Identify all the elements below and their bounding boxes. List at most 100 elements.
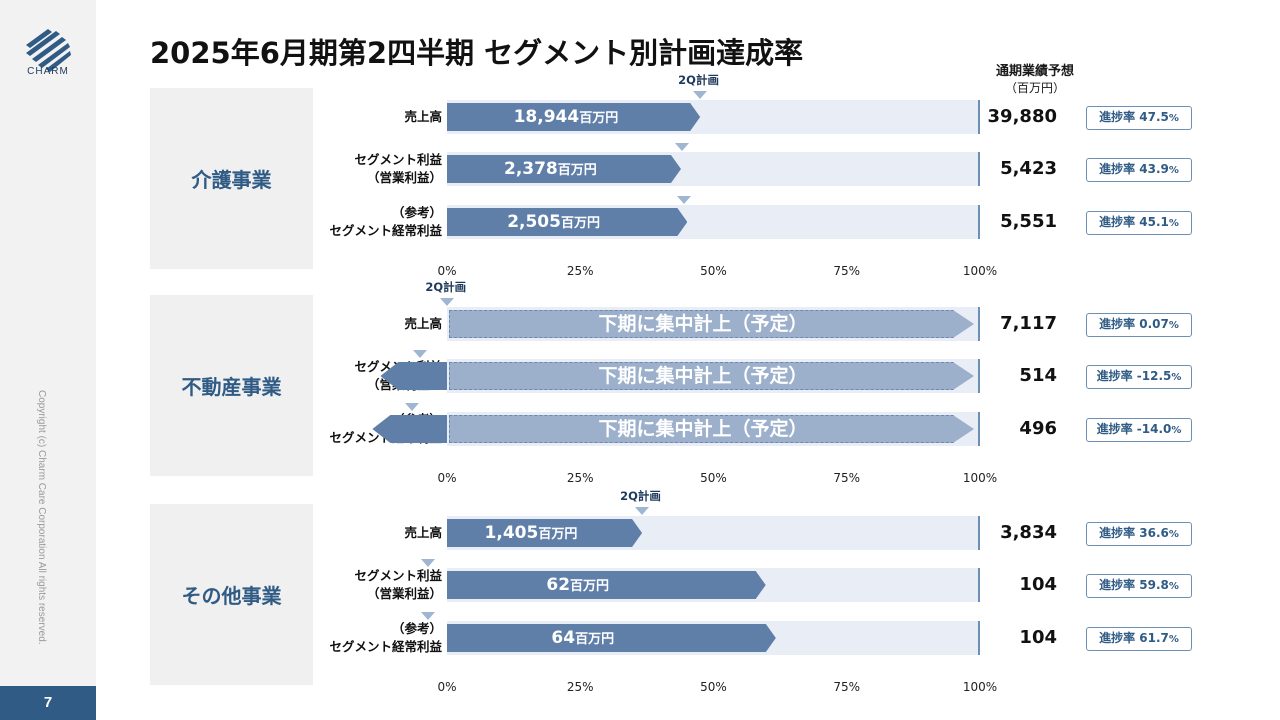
row-label-line: 売上高 (404, 316, 442, 331)
axis-tick-label: 25% (566, 680, 594, 694)
plan-marker-label: 2Q計画 (425, 280, 467, 294)
forecast-value: 104 (1019, 627, 1057, 648)
progress-percent-sign: % (1168, 165, 1179, 176)
row-label-line: セグメント経常利益 (329, 639, 442, 654)
actual-value: 64 (551, 628, 576, 648)
bar-track: 下期に集中計上（予定） (447, 359, 980, 393)
row-label: 売上高 (262, 315, 442, 333)
bar-track: 下期に集中計上（予定） (447, 307, 980, 341)
axis-tick-label: 100% (962, 471, 998, 485)
axis-tick-label: 0% (437, 471, 457, 485)
actual-value-label: 2,505百万円 (507, 205, 600, 239)
axis-tick-label: 0% (437, 264, 457, 278)
plan-marker-icon (635, 507, 650, 515)
row-label-line: セグメント利益 (354, 568, 442, 583)
bar-track: 2,505百万円 (447, 205, 980, 239)
page-title: 2025年6月期第2四半期 セグメント別計画達成率 (150, 36, 804, 70)
forecast-value: 5,423 (1000, 158, 1057, 179)
bar-track: 64百万円 (447, 621, 980, 655)
actual-bar (447, 624, 776, 652)
axis-tick-label: 100% (962, 264, 998, 278)
plan-marker-icon (677, 196, 692, 204)
forecast-value: 3,834 (1000, 522, 1057, 543)
plan-marker-icon (421, 559, 436, 567)
deferred-label: 下期に集中計上（予定） (598, 313, 808, 335)
actual-unit: 百万円 (570, 579, 610, 594)
charm-logo-icon (26, 29, 71, 72)
forecast-value: 5,551 (1000, 211, 1057, 232)
axis-tick-label: 50% (700, 680, 727, 694)
progress-badge: 進捗率 36.6% (1086, 522, 1192, 546)
progress-percent-sign: % (1168, 218, 1179, 229)
actual-unit: 百万円 (560, 216, 600, 231)
actual-bar (447, 519, 642, 547)
row-label: 売上高 (262, 108, 442, 126)
bar-track: 1,405百万円 (447, 516, 980, 550)
deferred-label: 下期に集中計上（予定） (598, 418, 808, 440)
actual-value: 2,378 (503, 159, 558, 179)
actual-value-label: 18,944百万円 (514, 100, 619, 134)
row-label: セグメント利益 （営業利益） (262, 151, 442, 187)
logo-text: CHARM (27, 66, 69, 77)
progress-percent-sign: % (1171, 425, 1182, 436)
progress-percent-sign: % (1168, 113, 1179, 124)
forecast-value: 104 (1019, 574, 1057, 595)
segment-label: 不動産事業 (150, 295, 313, 476)
actual-bar (372, 415, 447, 443)
progress-badge: 進捗率 0.07% (1086, 313, 1192, 337)
actual-bar (447, 571, 766, 599)
actual-bar (447, 103, 700, 131)
row-label-line: （営業利益） (366, 170, 442, 185)
actual-value-label: 1,405百万円 (485, 516, 578, 550)
bar-track: 18,944百万円 (447, 100, 980, 134)
progress-percent-sign: % (1171, 372, 1182, 383)
axis-tick-label: 25% (566, 264, 594, 278)
axis-tick-label: 50% (700, 471, 727, 485)
progress-badge: 進捗率 59.8% (1086, 574, 1192, 598)
progress-badge: 進捗率 47.5% (1086, 106, 1192, 130)
bar-track: 下期に集中計上（予定） (447, 412, 980, 446)
forecast-value: 496 (1019, 418, 1057, 439)
plan-marker-label: 2Q計画 (620, 489, 661, 503)
row-label: （参考） セグメント経常利益 (262, 204, 442, 240)
progress-value: 43.9 (1139, 162, 1169, 176)
progress-prefix: 進捗率 (1099, 110, 1140, 124)
progress-prefix: 進捗率 (1099, 631, 1140, 645)
actual-unit: 百万円 (579, 111, 619, 126)
page-number: 7 (0, 686, 96, 720)
progress-value: 59.8 (1139, 578, 1169, 592)
forecast-header-unit: （百万円） (1004, 81, 1065, 95)
actual-value-label: 64百万円 (551, 621, 614, 655)
progress-value: 0.07 (1139, 317, 1169, 331)
axis-tick-label: 25% (566, 471, 594, 485)
forecast-value: 39,880 (987, 106, 1057, 127)
row-label: 売上高 (262, 524, 442, 542)
forecast-header: 通期業績予想 （百万円） (985, 64, 1085, 96)
row-label: セグメント利益 （営業利益） (262, 567, 442, 603)
axis-tick-label: 50% (700, 264, 727, 278)
row-label-line: セグメント経常利益 (329, 223, 442, 238)
progress-percent-sign: % (1168, 581, 1179, 592)
forecast-value: 514 (1019, 365, 1057, 386)
actual-value: 18,944 (513, 107, 580, 127)
progress-percent-sign: % (1168, 320, 1179, 331)
row-label-line: セグメント利益 (354, 152, 442, 167)
row-label: （参考） セグメント経常利益 (262, 620, 442, 656)
progress-badge: 進捗率 -14.0% (1086, 418, 1192, 442)
forecast-value: 7,117 (1000, 313, 1057, 334)
row-label-line: 売上高 (404, 109, 442, 124)
bar-track: 62百万円 (447, 568, 980, 602)
bar-track: 2,378百万円 (447, 152, 980, 186)
row-label-line: （参考） (391, 621, 442, 636)
actual-bar (447, 155, 681, 183)
plan-marker-icon (421, 612, 436, 620)
plan-marker-icon (693, 91, 708, 99)
deferred-band (449, 310, 974, 338)
progress-badge: 進捗率 45.1% (1086, 211, 1192, 235)
row-label-line: （営業利益） (366, 586, 442, 601)
actual-unit: 百万円 (575, 632, 615, 647)
deferred-band (449, 415, 974, 443)
plan-marker-icon (674, 143, 689, 151)
axis-tick-label: 75% (833, 680, 861, 694)
progress-prefix: 進捗率 (1099, 526, 1140, 540)
